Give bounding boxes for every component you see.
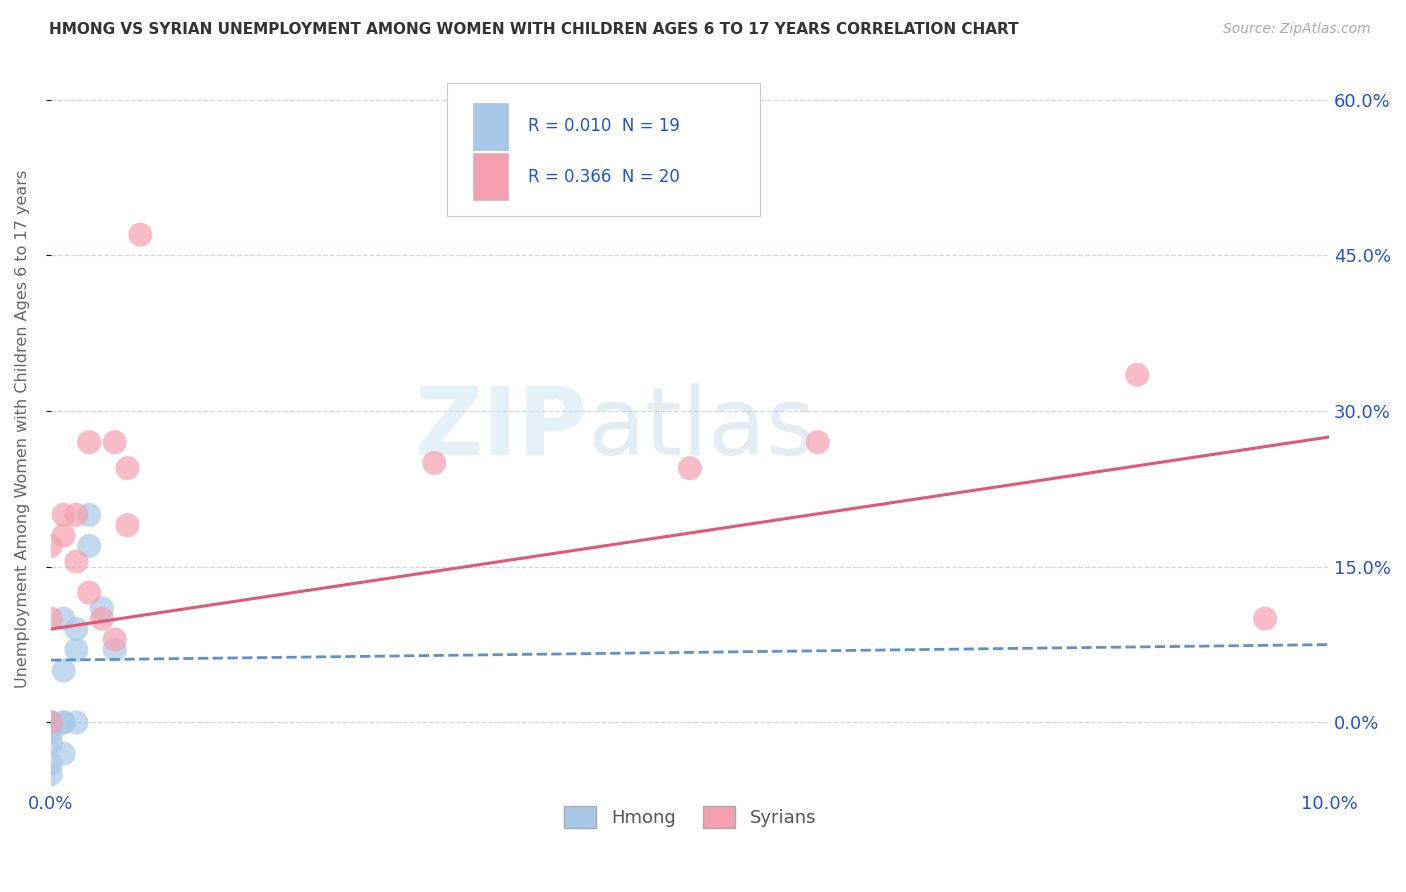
FancyBboxPatch shape [472, 153, 509, 200]
Y-axis label: Unemployment Among Women with Children Ages 6 to 17 years: Unemployment Among Women with Children A… [15, 170, 30, 689]
Point [39, 715, 62, 730]
Point [91, 601, 114, 615]
Text: ZIP: ZIP [415, 384, 588, 475]
Point [77, 539, 100, 553]
Point [52, 612, 75, 626]
Point [52, 508, 75, 522]
Point [65, 642, 87, 657]
Text: atlas: atlas [588, 384, 815, 475]
Point [52, 664, 75, 678]
Point [77, 435, 100, 450]
Point [423, 456, 446, 470]
Point [679, 461, 702, 475]
Point [77, 508, 100, 522]
Point [65, 508, 87, 522]
Point [39, 715, 62, 730]
Text: HMONG VS SYRIAN UNEMPLOYMENT AMONG WOMEN WITH CHILDREN AGES 6 TO 17 YEARS CORREL: HMONG VS SYRIAN UNEMPLOYMENT AMONG WOMEN… [49, 22, 1019, 37]
Point [1254, 612, 1277, 626]
Point [104, 435, 127, 450]
Point [104, 642, 127, 657]
Text: R = 0.010  N = 19: R = 0.010 N = 19 [527, 117, 679, 136]
Point [39, 756, 62, 771]
Point [77, 585, 100, 599]
Point [65, 622, 87, 636]
Point [39, 715, 62, 730]
Point [52, 715, 75, 730]
Point [807, 435, 830, 450]
Point [129, 227, 152, 242]
Point [1126, 368, 1149, 382]
Point [65, 555, 87, 569]
Point [104, 632, 127, 647]
Point [52, 747, 75, 761]
Point [91, 612, 114, 626]
Point [117, 518, 139, 533]
Point [39, 726, 62, 740]
FancyBboxPatch shape [447, 83, 761, 217]
Point [39, 715, 62, 730]
FancyBboxPatch shape [472, 103, 509, 150]
Point [39, 736, 62, 750]
Point [39, 767, 62, 781]
Point [39, 612, 62, 626]
Point [52, 528, 75, 542]
Text: Source: ZipAtlas.com: Source: ZipAtlas.com [1223, 22, 1371, 37]
Point [52, 715, 75, 730]
Point [117, 461, 139, 475]
Text: R = 0.366  N = 20: R = 0.366 N = 20 [527, 168, 679, 186]
Point [39, 539, 62, 553]
Point [65, 715, 87, 730]
Legend: Hmong, Syrians: Hmong, Syrians [557, 798, 824, 835]
